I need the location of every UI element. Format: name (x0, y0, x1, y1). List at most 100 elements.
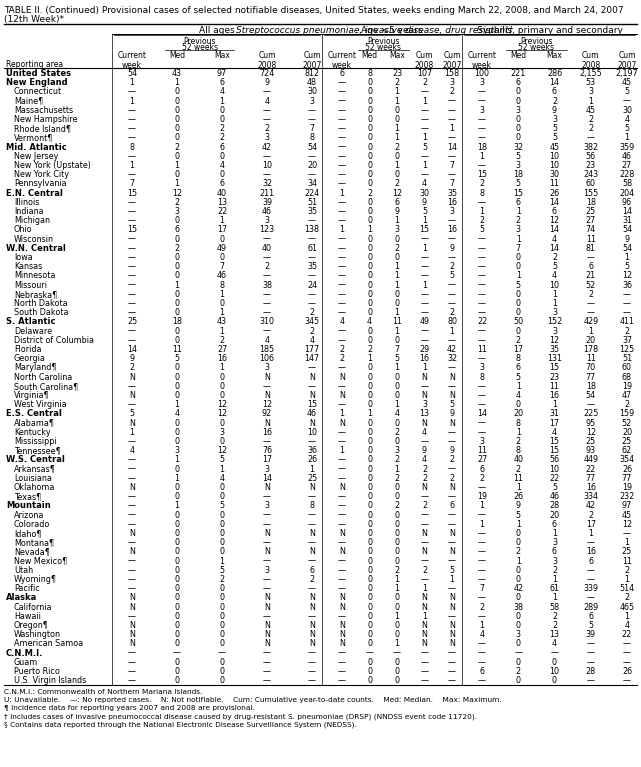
Text: 0: 0 (367, 667, 372, 676)
Text: Age <5 years: Age <5 years (362, 26, 423, 35)
Text: 0: 0 (367, 492, 372, 501)
Text: Ohio: Ohio (14, 225, 33, 235)
Text: 4: 4 (219, 161, 224, 170)
Text: 0: 0 (367, 161, 372, 170)
Text: 11: 11 (513, 474, 523, 482)
Text: —: — (448, 584, 456, 593)
Text: 0: 0 (394, 336, 399, 345)
Text: —: — (420, 520, 428, 528)
Text: —: — (308, 492, 316, 501)
Text: 20: 20 (586, 336, 596, 345)
Text: 1: 1 (588, 327, 594, 336)
Text: Cum
2008: Cum 2008 (415, 51, 434, 71)
Text: 286: 286 (547, 69, 562, 78)
Text: 0: 0 (219, 584, 224, 593)
Text: 18: 18 (513, 170, 523, 179)
Text: 3: 3 (265, 566, 269, 574)
Text: 0: 0 (367, 483, 372, 492)
Text: 0: 0 (516, 621, 520, 630)
Text: —: — (338, 557, 346, 565)
Text: 224: 224 (304, 189, 320, 198)
Text: 2: 2 (174, 143, 179, 152)
Text: 2: 2 (174, 198, 179, 207)
Text: 36: 36 (307, 446, 317, 455)
Text: 4: 4 (310, 336, 315, 345)
Text: —: — (420, 152, 428, 161)
Text: —: — (623, 676, 631, 685)
Text: 95: 95 (586, 419, 596, 427)
Text: 26: 26 (622, 667, 632, 676)
Text: 10: 10 (549, 281, 560, 290)
Text: Mississippi: Mississippi (14, 437, 56, 446)
Text: 0: 0 (394, 520, 399, 528)
Text: 15: 15 (127, 225, 137, 235)
Text: 4: 4 (174, 410, 179, 419)
Text: Nebraska¶: Nebraska¶ (14, 290, 57, 299)
Text: N: N (422, 630, 428, 639)
Text: 7: 7 (449, 179, 454, 189)
Text: —: — (478, 354, 486, 364)
Text: 2: 2 (449, 474, 454, 482)
Text: 3: 3 (394, 225, 399, 235)
Text: —: — (478, 235, 486, 244)
Text: 0: 0 (367, 621, 372, 630)
Text: —: — (263, 115, 271, 124)
Text: N: N (129, 419, 135, 427)
Text: Nevada¶: Nevada¶ (14, 548, 50, 556)
Text: 147: 147 (304, 354, 320, 364)
Text: —: — (338, 78, 346, 87)
Text: 2: 2 (219, 336, 224, 345)
Text: —: — (308, 216, 316, 225)
Text: —: — (128, 456, 136, 464)
Text: 0: 0 (552, 658, 557, 667)
Text: N: N (339, 419, 345, 427)
Text: Guam: Guam (14, 658, 38, 667)
Text: 58: 58 (549, 603, 560, 611)
Text: 2: 2 (367, 189, 372, 198)
Text: 56: 56 (586, 152, 596, 161)
Text: —: — (263, 87, 271, 97)
Text: 4: 4 (552, 235, 557, 244)
Text: —: — (308, 658, 316, 667)
Text: 0: 0 (516, 658, 520, 667)
Text: N: N (129, 529, 135, 538)
Text: Syphilis, primary and secondary: Syphilis, primary and secondary (476, 26, 622, 35)
Text: 0: 0 (174, 658, 179, 667)
Text: 23: 23 (586, 161, 596, 170)
Text: 3: 3 (265, 216, 269, 225)
Text: 25: 25 (586, 207, 596, 216)
Text: 3: 3 (265, 502, 269, 510)
Text: 10: 10 (549, 161, 560, 170)
Text: 0: 0 (394, 235, 399, 244)
Text: 339: 339 (583, 584, 598, 593)
Text: 0: 0 (219, 170, 224, 179)
Text: 0: 0 (367, 106, 372, 115)
Text: —: — (478, 557, 486, 565)
Text: —: — (263, 299, 271, 308)
Text: 232: 232 (619, 492, 635, 501)
Text: 0: 0 (394, 391, 399, 400)
Text: Kansas: Kansas (14, 262, 42, 272)
Text: 17: 17 (586, 520, 596, 528)
Text: Current
week: Current week (467, 51, 497, 71)
Text: 0: 0 (516, 290, 520, 299)
Text: 8: 8 (219, 281, 224, 290)
Text: 1: 1 (479, 621, 485, 630)
Text: 4: 4 (422, 428, 427, 436)
Text: —: — (308, 235, 316, 244)
Text: 0: 0 (367, 244, 372, 253)
Text: —: — (338, 492, 346, 501)
Text: 310: 310 (260, 318, 274, 327)
Text: 0: 0 (367, 584, 372, 593)
Text: N: N (449, 548, 455, 556)
Text: 80: 80 (447, 318, 457, 327)
Text: —: — (448, 97, 456, 106)
Text: W.S. Central: W.S. Central (6, 456, 65, 464)
Text: 15: 15 (127, 189, 137, 198)
Text: 3: 3 (449, 78, 454, 87)
Text: 0: 0 (394, 492, 399, 501)
Text: 0: 0 (174, 262, 179, 272)
Text: 6: 6 (394, 198, 399, 207)
Text: Mountain: Mountain (6, 502, 51, 510)
Text: 0: 0 (394, 419, 399, 427)
